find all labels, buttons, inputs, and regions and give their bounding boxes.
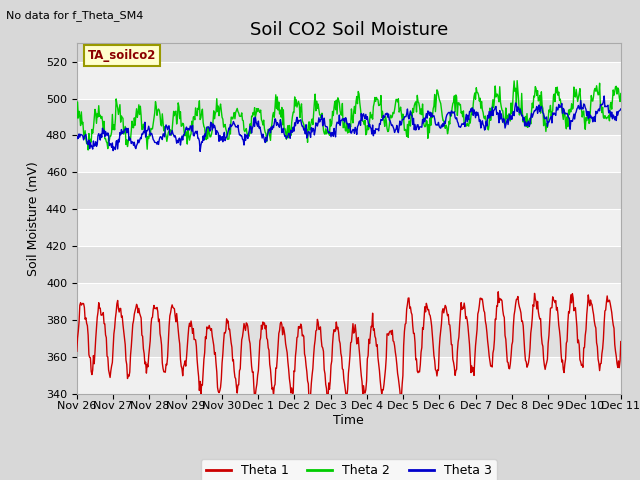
- Line: Theta 1: Theta 1: [77, 292, 621, 402]
- Theta 3: [83, 137, 90, 143]
- X-axis label: Time: Time: [333, 414, 364, 427]
- Theta 1: [139, 334, 147, 339]
- Theta 3: [431, 121, 439, 127]
- Legend: Theta 1, Theta 2, Theta 3: Theta 1, Theta 2, Theta 3: [201, 459, 497, 480]
- Theta 2: [140, 121, 147, 127]
- Theta 1: [223, 316, 230, 322]
- Bar: [77, 283, 621, 320]
- Theta 1: [416, 369, 424, 375]
- Theta 2: [73, 116, 81, 121]
- Bar: [77, 172, 621, 209]
- Theta 1: [83, 320, 90, 326]
- Theta 1: [431, 367, 439, 372]
- Theta 3: [416, 124, 424, 130]
- Theta 1: [194, 366, 202, 372]
- Y-axis label: Soil Moisture (mV): Soil Moisture (mV): [28, 161, 40, 276]
- Title: Soil CO2 Soil Moisture: Soil CO2 Soil Moisture: [250, 21, 448, 39]
- Line: Theta 3: Theta 3: [77, 96, 621, 151]
- Bar: [77, 135, 621, 172]
- Theta 2: [83, 141, 90, 146]
- Line: Theta 2: Theta 2: [77, 81, 621, 150]
- Text: TA_soilco2: TA_soilco2: [88, 49, 156, 62]
- Theta 3: [600, 93, 608, 99]
- Theta 2: [223, 136, 231, 142]
- Bar: [77, 61, 621, 98]
- Theta 3: [139, 132, 147, 137]
- Theta 2: [195, 106, 202, 112]
- Theta 3: [196, 148, 204, 154]
- Theta 2: [84, 147, 92, 153]
- Theta 1: [73, 348, 81, 354]
- Bar: [77, 246, 621, 283]
- Theta 3: [617, 106, 625, 112]
- Theta 1: [494, 289, 502, 295]
- Theta 1: [305, 399, 313, 405]
- Text: No data for f_Theta_SM4: No data for f_Theta_SM4: [6, 10, 144, 21]
- Theta 3: [223, 132, 231, 137]
- Bar: [77, 357, 621, 394]
- Theta 3: [73, 136, 81, 142]
- Theta 2: [431, 109, 439, 115]
- Theta 1: [617, 339, 625, 345]
- Bar: [77, 320, 621, 357]
- Theta 2: [617, 91, 625, 96]
- Bar: [77, 209, 621, 246]
- Theta 2: [513, 78, 521, 84]
- Bar: [77, 98, 621, 135]
- Theta 3: [194, 135, 202, 141]
- Theta 2: [416, 104, 424, 110]
